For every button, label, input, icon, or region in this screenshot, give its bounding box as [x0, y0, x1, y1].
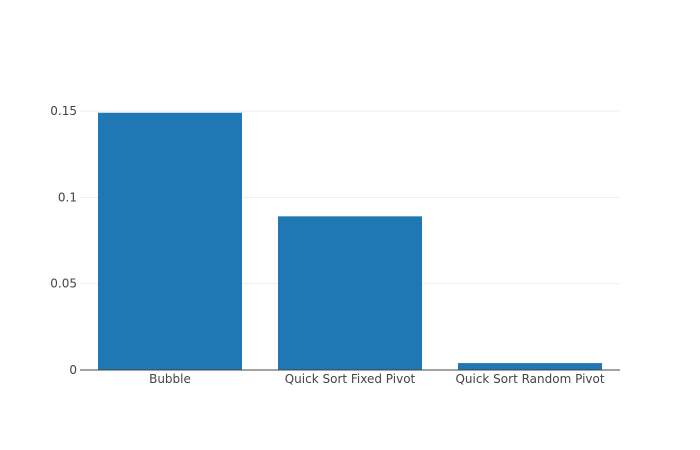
- bar[interactable]: [278, 216, 422, 370]
- bars: [98, 112, 602, 371]
- bar[interactable]: [458, 363, 602, 370]
- x-tick-label: Bubble: [149, 372, 191, 386]
- y-tick-label: 0.15: [50, 104, 77, 118]
- y-tick-label: 0.1: [58, 190, 77, 204]
- labels: 0 0.05 0.1 0.15 Bubble Quick Sort Fixed Pivot…: [50, 104, 605, 386]
- y-tick-label: 0: [69, 363, 77, 377]
- y-tick-label: 0.05: [50, 277, 77, 291]
- x-tick-label: Quick Sort Random Pivot: [455, 372, 604, 386]
- x-tick-label: Quick Sort Fixed Pivot: [285, 372, 416, 386]
- bar[interactable]: [98, 112, 242, 371]
